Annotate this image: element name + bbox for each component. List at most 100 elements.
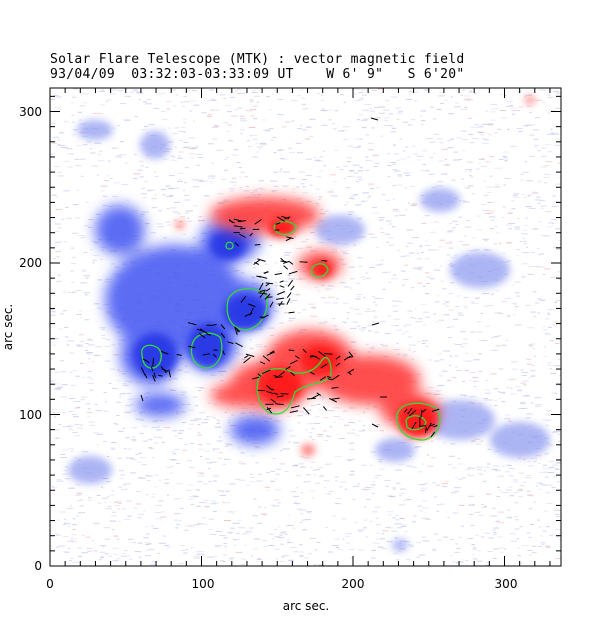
noise-pixel bbox=[427, 465, 434, 467]
noise-pixel bbox=[70, 539, 74, 541]
noise-pixel bbox=[511, 284, 514, 286]
noise-pixel bbox=[218, 203, 225, 205]
noise-pixel bbox=[470, 176, 474, 178]
noise-pixel bbox=[273, 185, 279, 187]
noise-pixel bbox=[178, 563, 184, 565]
noise-pixel bbox=[307, 553, 313, 555]
noise-pixel bbox=[288, 317, 296, 319]
noise-pixel bbox=[556, 516, 561, 518]
noise-pixel bbox=[87, 371, 92, 373]
noise-pixel bbox=[557, 138, 561, 140]
noise-pixel bbox=[256, 447, 261, 449]
noise-pixel bbox=[449, 138, 455, 140]
noise-pixel bbox=[243, 190, 250, 192]
noise-pixel bbox=[75, 375, 80, 377]
noise-pixel bbox=[506, 260, 512, 262]
noise-pixel bbox=[166, 208, 170, 210]
noise-pixel bbox=[538, 471, 546, 473]
field-vector bbox=[287, 279, 294, 287]
noise-pixel bbox=[191, 179, 199, 181]
noise-pixel bbox=[71, 96, 77, 98]
noise-pixel bbox=[270, 139, 274, 141]
noise-pixel bbox=[295, 247, 303, 249]
noise-pixel bbox=[295, 142, 302, 144]
noise-pixel bbox=[362, 411, 366, 413]
noise-pixel bbox=[69, 558, 74, 560]
noise-pixel bbox=[214, 124, 217, 126]
noise-pixel bbox=[508, 486, 513, 488]
field-vector bbox=[253, 259, 261, 265]
noise-pixel bbox=[161, 110, 166, 112]
noise-pixel bbox=[223, 98, 227, 99]
noise-pixel bbox=[144, 125, 148, 127]
noise-pixel bbox=[489, 175, 493, 177]
noise-pixel bbox=[506, 516, 512, 518]
noise-pixel bbox=[332, 530, 336, 532]
noise-pixel bbox=[105, 508, 112, 510]
noise-pixel bbox=[517, 555, 521, 557]
noise-pixel bbox=[236, 162, 241, 163]
noise-pixel bbox=[336, 298, 339, 300]
field-vector bbox=[431, 408, 440, 412]
noise-pixel bbox=[78, 310, 82, 312]
noise-pixel bbox=[249, 108, 257, 110]
noise-pixel bbox=[97, 444, 100, 446]
noise-pixel bbox=[352, 321, 358, 323]
noise-pixel bbox=[145, 533, 150, 535]
noise-pixel bbox=[54, 241, 59, 243]
noise-pixel bbox=[531, 545, 536, 547]
y-tick-label: 200 bbox=[19, 256, 42, 270]
noise-pixel bbox=[388, 315, 391, 317]
noise-pixel bbox=[224, 546, 227, 548]
noise-pixel bbox=[511, 361, 518, 363]
noise-pixel bbox=[198, 216, 203, 218]
noise-pixel bbox=[299, 278, 306, 280]
noise-pixel bbox=[361, 488, 366, 490]
noise-pixel bbox=[434, 393, 441, 395]
noise-pixel bbox=[388, 244, 394, 246]
noise-pixel bbox=[137, 461, 143, 463]
noise-pixel bbox=[394, 170, 401, 172]
noise-pixel bbox=[212, 449, 215, 451]
noise-pixel bbox=[122, 484, 126, 486]
noise-pixel bbox=[76, 314, 83, 315]
noise-pixel bbox=[187, 220, 192, 222]
noise-pixel bbox=[421, 536, 427, 538]
noise-pixel bbox=[343, 177, 347, 179]
noise-pixel bbox=[300, 492, 303, 494]
noise-pixel bbox=[520, 369, 525, 371]
noise-pixel bbox=[212, 555, 218, 557]
noise-pixel bbox=[526, 475, 531, 476]
noise-pixel bbox=[195, 489, 201, 491]
noise-pixel bbox=[352, 433, 356, 434]
noise-pixel bbox=[446, 231, 453, 233]
noise-pixel bbox=[544, 453, 549, 455]
noise-pixel bbox=[353, 244, 356, 246]
noise-pixel bbox=[319, 322, 326, 324]
noise-pixel bbox=[195, 153, 203, 155]
noise-pixel bbox=[519, 485, 524, 487]
noise-pixel bbox=[241, 358, 246, 360]
noise-pixel bbox=[358, 114, 364, 116]
noise-pixel bbox=[420, 170, 428, 172]
noise-pixel bbox=[457, 463, 463, 465]
noise-pixel bbox=[494, 226, 498, 228]
noise-pixel bbox=[89, 152, 96, 154]
noise-pixel bbox=[397, 174, 403, 176]
field-vector bbox=[285, 365, 291, 371]
noise-pixel bbox=[239, 366, 244, 368]
noise-pixel bbox=[514, 226, 520, 228]
noise-pixel bbox=[365, 536, 368, 538]
noise-pixel bbox=[473, 546, 476, 548]
noise-pixel bbox=[303, 481, 311, 483]
noise-pixel bbox=[86, 353, 93, 355]
noise-pixel bbox=[299, 521, 303, 523]
noise-pixel bbox=[490, 399, 494, 401]
noise-pixel bbox=[547, 112, 551, 114]
noise-pixel bbox=[361, 201, 365, 203]
noise-pixel bbox=[335, 547, 340, 548]
noise-pixel bbox=[452, 227, 456, 229]
noise-pixel bbox=[383, 109, 390, 111]
noise-pixel bbox=[325, 288, 332, 290]
noise-pixel bbox=[366, 499, 371, 500]
